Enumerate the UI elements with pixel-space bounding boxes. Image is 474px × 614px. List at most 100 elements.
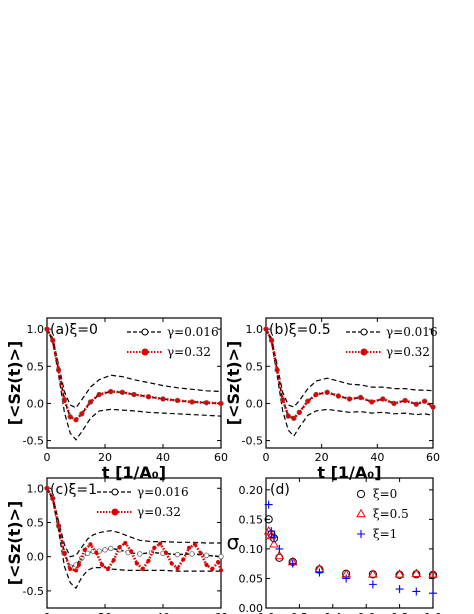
envelope-lower-line	[265, 328, 434, 438]
plot-frame	[265, 477, 434, 609]
data-point-gamma-032	[62, 551, 67, 556]
data-point-gamma-032	[123, 540, 128, 546]
panel-c: 02040601.00.50.0-0.5(c)ξ=1γ=0.016γ=0.32t…	[5, 477, 228, 614]
data-point-gamma-032	[79, 411, 84, 416]
legend-label: ξ=1	[373, 527, 397, 541]
data-point-gamma-032	[129, 549, 134, 554]
data-point-gamma-032	[269, 338, 274, 343]
data-point-gamma-032	[56, 523, 61, 528]
data-point-gamma-032	[198, 551, 203, 556]
x-tick-label: 60	[214, 451, 228, 464]
data-point-gamma-032	[108, 389, 113, 394]
y-tick-label: 1.0	[27, 323, 45, 336]
legend-label: ξ=0.5	[373, 507, 409, 521]
x-tick-label: 60	[426, 451, 440, 464]
y-tick-label: -0.5	[23, 585, 44, 598]
data-point-gamma-032	[192, 542, 197, 547]
data-point-gamma-032	[297, 410, 302, 415]
data-point-triangle	[266, 530, 277, 540]
data-point-gamma-032	[189, 399, 195, 405]
data-point-gamma-032	[275, 367, 280, 373]
data-point-gamma-032	[94, 550, 99, 555]
data-point-gamma-032	[369, 399, 374, 405]
y-tick-label: 0.10	[239, 543, 264, 556]
data-point-gamma-0016	[137, 551, 143, 557]
data-point-gamma-032	[216, 560, 221, 565]
series-line-gamma-0016	[265, 328, 434, 420]
data-point-gamma-032	[88, 399, 93, 405]
data-point-triangle	[428, 569, 438, 578]
panel-label: (b)ξ=0.5	[269, 322, 331, 338]
legend-label-gamma-0016: γ=0.016	[167, 325, 219, 339]
data-point-gamma-032	[131, 392, 137, 397]
data-point-plus	[315, 568, 324, 577]
data-point-gamma-0016	[174, 551, 181, 558]
envelope-upper-line	[46, 328, 222, 409]
data-point-circle	[395, 570, 404, 580]
data-point-gamma-032	[210, 566, 215, 572]
data-point-triangle	[269, 538, 279, 548]
data-point-gamma-032	[97, 392, 102, 397]
x-tick-label: 0.6	[357, 611, 375, 614]
data-point-gamma-032	[175, 566, 180, 571]
data-point-gamma-032	[44, 486, 50, 491]
data-point-gamma-032	[336, 393, 341, 399]
x-tick-label: 0.8	[391, 611, 409, 614]
data-point-gamma-032	[347, 396, 352, 402]
data-point-gamma-032	[286, 413, 291, 419]
y-axis-label: [<Sz(t)>]	[5, 341, 24, 426]
panel-b: 0 20 40 60 1.0 0.5 0.0 -0.5 (b)ξ=0.5 γ=0.016 γ=0.3…	[224, 317, 440, 482]
legend-marker-gamma-032	[111, 508, 119, 516]
x-tick-label: 40	[156, 451, 170, 464]
data-point-gamma-032	[218, 401, 224, 406]
data-point-plus	[267, 527, 276, 536]
data-point-gamma-032	[391, 401, 397, 406]
data-point-gamma-032	[105, 566, 110, 572]
legend-marker-plus	[357, 530, 365, 538]
x-tick-label: 20	[98, 451, 112, 464]
y-tick-label: 1.0	[246, 323, 264, 336]
legend-label: ξ=0	[373, 487, 397, 501]
data-point-gamma-032	[280, 397, 285, 402]
data-point-gamma-032	[82, 547, 87, 552]
y-tick-label: 0.5	[27, 360, 45, 373]
data-point-gamma-032	[160, 396, 166, 402]
panel-label: (d)	[270, 482, 290, 498]
data-point-gamma-032	[218, 568, 224, 573]
data-point-gamma-032	[187, 545, 192, 550]
data-point-gamma-032	[68, 414, 73, 419]
data-point-plus	[288, 559, 297, 568]
series-line-gamma-032	[45, 328, 222, 422]
data-point-gamma-032	[204, 562, 209, 567]
legend-marker-gamma-0016	[111, 488, 119, 496]
data-point-gamma-0016	[218, 553, 224, 560]
x-tick-label: 0	[44, 611, 51, 614]
panel-label: (a)ξ=0	[50, 322, 98, 338]
data-point-gamma-0016	[189, 551, 195, 557]
data-point-gamma-032	[146, 394, 151, 399]
data-point-gamma-032	[76, 562, 81, 567]
data-point-gamma-032	[175, 398, 180, 403]
data-point-gamma-032	[50, 496, 55, 501]
x-tick-label: 40	[156, 611, 170, 614]
x-tick-label: 20	[98, 611, 112, 614]
x-axis-label: t [1/A₀]	[102, 463, 166, 482]
data-point-circle	[412, 570, 421, 579]
data-point-triangle	[263, 525, 274, 535]
legend-label-gamma-032: γ=0.32	[137, 505, 181, 519]
plot-frame	[46, 317, 222, 449]
y-tick-label: 1.0	[27, 482, 45, 495]
data-point-gamma-032	[120, 390, 125, 395]
data-point-triangle	[368, 569, 378, 578]
y-tick-label: 0.00	[239, 602, 264, 614]
x-tick-label: 0.4	[324, 611, 342, 614]
data-point-plus	[368, 580, 377, 589]
data-point-plus	[395, 585, 404, 594]
data-point-circle	[428, 570, 438, 580]
data-point-gamma-032	[414, 402, 419, 407]
data-point-plus	[412, 587, 421, 596]
legend-marker-gamma-0016	[141, 328, 149, 336]
envelope-upper-line	[46, 487, 221, 558]
data-point-gamma-032	[358, 395, 363, 400]
y-tick-label: -0.5	[242, 435, 263, 448]
